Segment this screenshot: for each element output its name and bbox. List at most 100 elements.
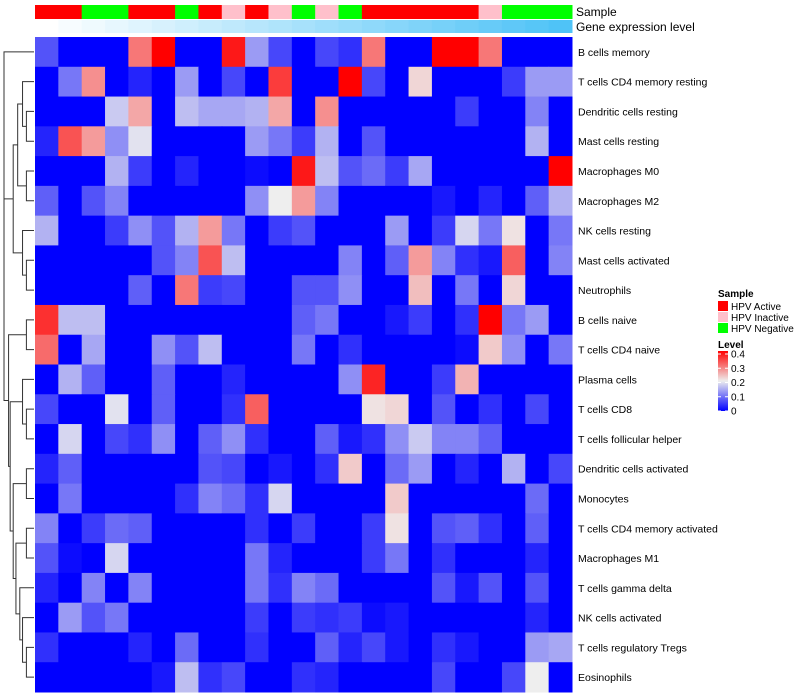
heatmap-cell <box>268 96 293 127</box>
legend-tick-label: 0.4 <box>731 350 745 361</box>
heatmap-cell <box>58 37 83 68</box>
heatmap-cell <box>245 245 269 276</box>
heatmap-cell <box>35 275 59 306</box>
heatmap-cell <box>338 513 363 544</box>
heatmap-cell <box>35 334 59 365</box>
heatmap-cell <box>455 66 480 98</box>
heatmap-cell <box>58 424 83 455</box>
row-label: NK cells resting <box>578 226 651 238</box>
heatmap-cell <box>105 334 129 365</box>
heatmap-cell <box>151 453 176 485</box>
heatmap-cell <box>175 513 199 544</box>
heatmap-cell <box>198 394 223 425</box>
heatmap-cell <box>338 185 363 217</box>
heatmap-cell <box>385 185 410 217</box>
heatmap-cell <box>501 275 526 306</box>
heatmap-cell <box>175 275 199 306</box>
heatmap-cell <box>315 483 340 514</box>
heatmap-cell <box>478 126 503 157</box>
heatmap-cell <box>548 245 573 276</box>
heatmap-cell <box>548 364 573 395</box>
heatmap-cell <box>315 394 340 425</box>
gene-expression-annotation-bar <box>35 20 573 33</box>
legend-tick-label: 0 <box>731 407 737 418</box>
heatmap-cell <box>35 37 59 68</box>
heatmap-cell <box>81 334 106 365</box>
heatmap-cell <box>198 453 223 485</box>
gene-annotation-cell <box>431 20 456 33</box>
heatmap-cell <box>408 37 433 68</box>
heatmap-cell <box>128 304 153 336</box>
heatmap-cell <box>385 275 410 306</box>
heatmap-cell <box>175 37 199 68</box>
heatmap-cell <box>81 304 106 336</box>
heatmap-cell <box>431 543 456 574</box>
heatmap-cell <box>151 572 176 604</box>
heatmap-cell <box>431 304 456 336</box>
gene-annotation-cell <box>408 20 433 33</box>
heatmap-cell <box>385 215 410 246</box>
heatmap-cell <box>105 632 129 663</box>
heatmap-cell <box>58 304 83 336</box>
heatmap-cell <box>361 424 386 455</box>
dendrogram-branch <box>25 468 34 499</box>
heatmap-cell <box>548 602 573 633</box>
heatmap-cell <box>455 126 480 157</box>
heatmap-cell <box>361 185 386 217</box>
row-label: B cells memory <box>578 47 651 59</box>
heatmap-cell <box>58 364 83 395</box>
heatmap-cell <box>175 662 199 693</box>
legend-sample-title: Sample <box>718 289 754 300</box>
heatmap-cell <box>221 215 246 246</box>
heatmap-cell <box>128 572 153 604</box>
heatmap-cell <box>455 96 480 127</box>
heatmap-cell <box>268 185 293 217</box>
heatmap-cell <box>198 364 223 395</box>
heatmap-cell <box>105 156 129 187</box>
heatmap-cell <box>291 513 316 544</box>
heatmap-cell <box>81 394 106 425</box>
heatmap-cell <box>35 156 59 187</box>
heatmap-cell <box>548 126 573 157</box>
heatmap-cell <box>58 483 83 514</box>
heatmap-cell <box>408 245 433 276</box>
heatmap-cell <box>431 334 456 365</box>
heatmap-cell <box>35 304 59 336</box>
heatmap-cell <box>455 513 480 544</box>
heatmap-cells <box>35 37 573 693</box>
heatmap-cell <box>548 424 573 455</box>
heatmap-cell <box>221 513 246 544</box>
heatmap-cell <box>81 156 106 187</box>
heatmap-cell <box>315 364 340 395</box>
heatmap-cell <box>385 424 410 455</box>
heatmap-cell <box>385 483 410 514</box>
heatmap-cell <box>525 602 550 633</box>
row-label: T cells CD4 memory activated <box>578 523 718 535</box>
legend-swatch <box>718 312 728 322</box>
heatmap-cell <box>245 602 269 633</box>
heatmap-cell <box>58 602 83 633</box>
heatmap-cell <box>338 156 363 187</box>
heatmap-cell <box>478 632 503 663</box>
heatmap-cell <box>58 185 83 217</box>
heatmap-cell <box>291 304 316 336</box>
gene-annotation-cell <box>315 20 340 33</box>
heatmap-cell <box>128 364 153 395</box>
heatmap-cell <box>361 394 386 425</box>
heatmap-cell <box>501 304 526 336</box>
heatmap-cell <box>455 602 480 633</box>
gene-annotation-cell <box>245 20 269 33</box>
heatmap-cell <box>221 662 246 693</box>
sample-annotation-cell <box>128 5 153 19</box>
heatmap-cell <box>338 304 363 336</box>
heatmap-cell <box>58 632 83 663</box>
row-label: T cells CD4 naive <box>578 345 660 357</box>
heatmap-cell <box>245 424 269 455</box>
heatmap-cell <box>221 543 246 574</box>
gene-annotation-label: Gene expression level <box>576 20 695 34</box>
heatmap-cell <box>151 156 176 187</box>
row-label: T cells CD8 <box>578 404 632 416</box>
heatmap-cell <box>151 513 176 544</box>
heatmap-cell <box>361 572 386 604</box>
